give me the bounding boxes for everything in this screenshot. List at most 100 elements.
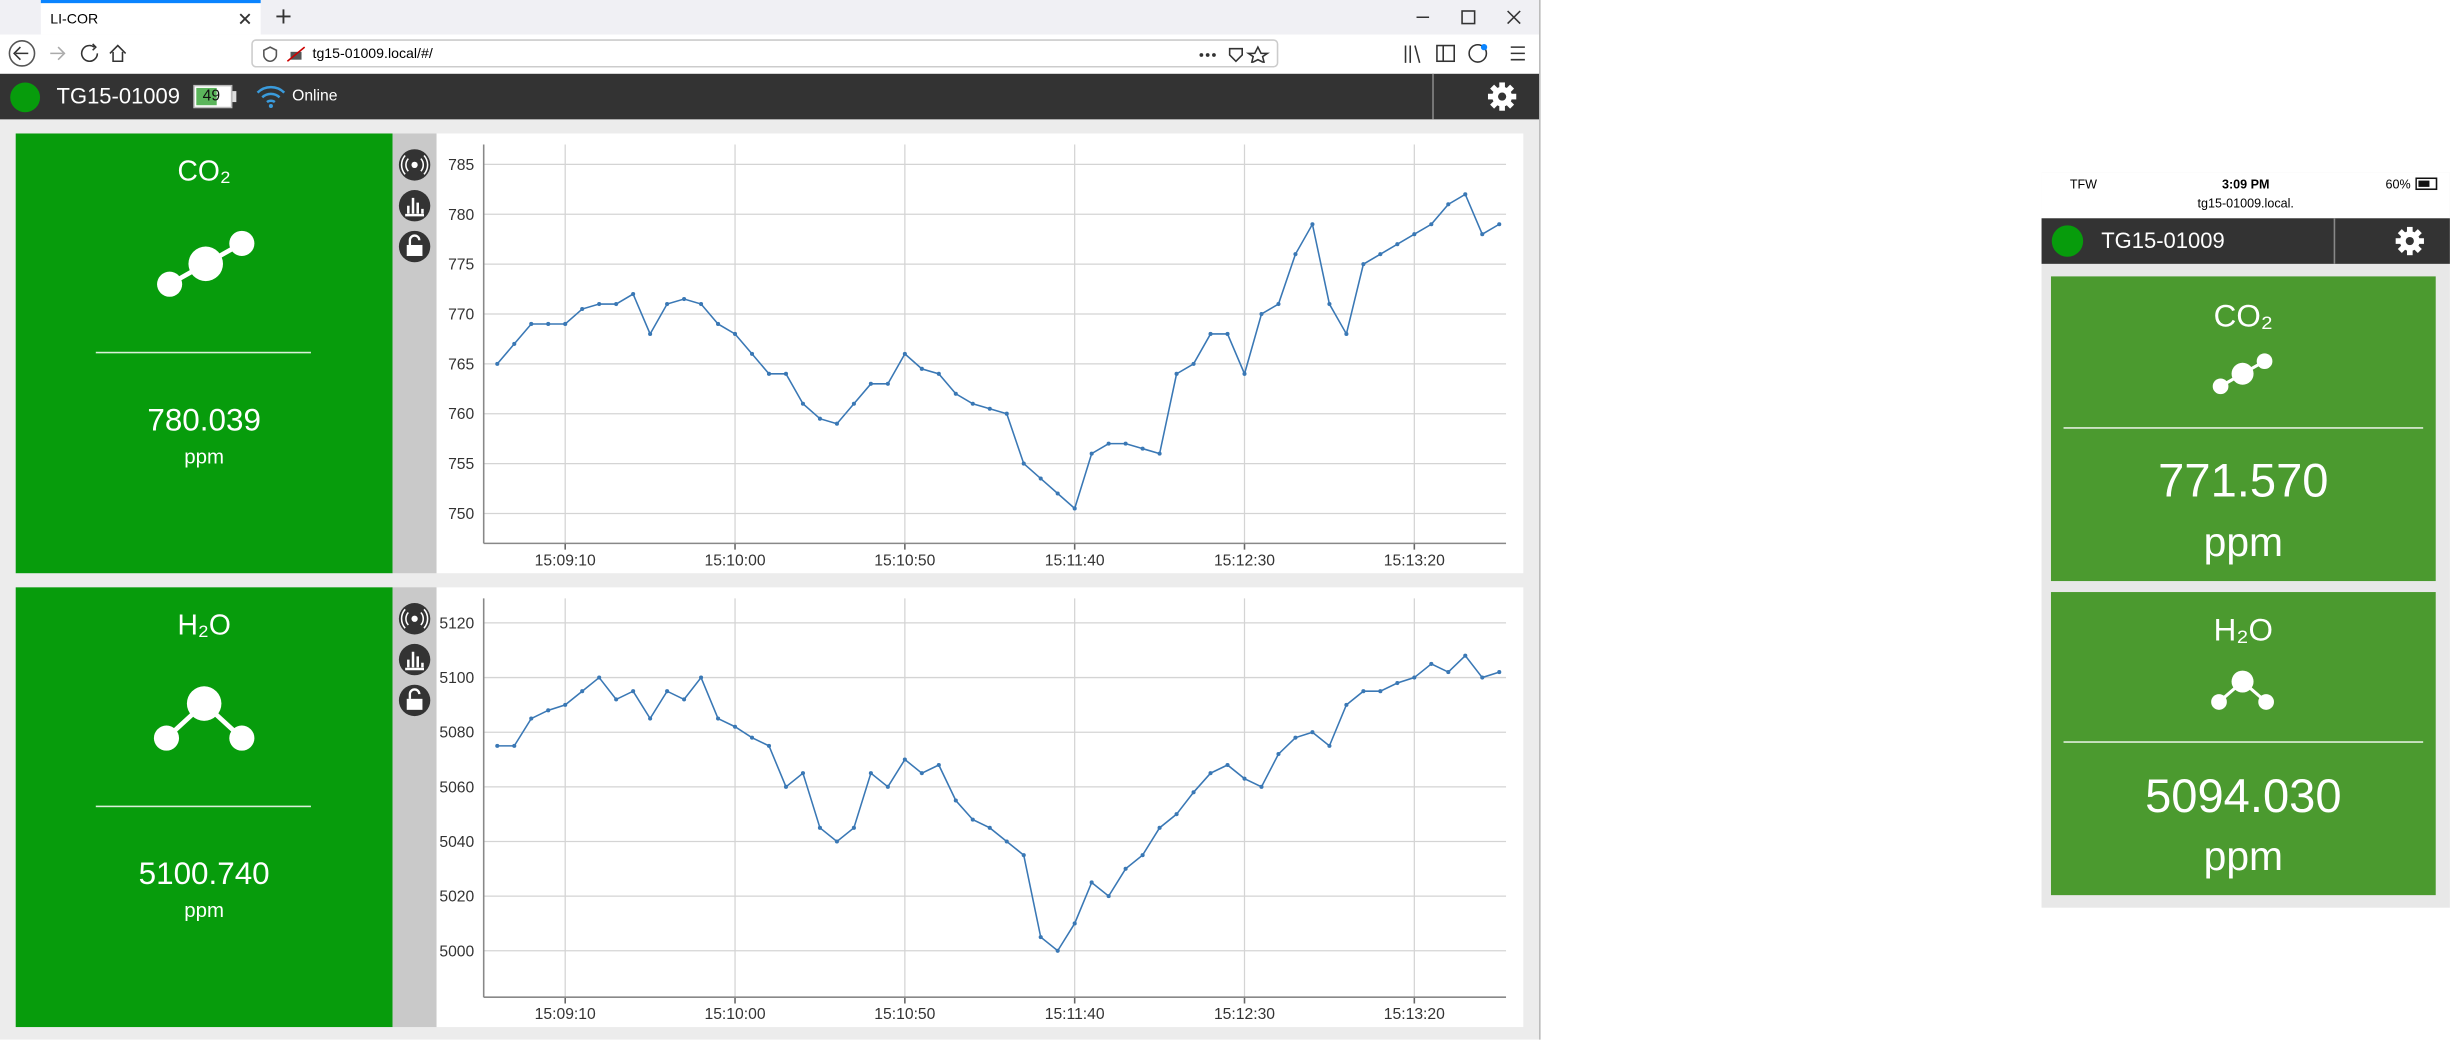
data-point [1123, 866, 1128, 871]
data-point [1072, 506, 1077, 511]
co2-molecule-icon [2212, 353, 2273, 395]
separator [2063, 741, 2424, 743]
data-point [1310, 730, 1315, 735]
data-point [766, 743, 772, 748]
data-point [1361, 689, 1366, 694]
x-tick-label: 15:13:20 [1384, 552, 1445, 569]
settings-button[interactable] [1487, 82, 1517, 112]
data-point [1429, 661, 1434, 666]
data-point [648, 716, 653, 721]
data-point [902, 757, 907, 762]
y-tick-label: 770 [448, 307, 474, 324]
data-point [868, 771, 873, 776]
phone-battery-icon [2415, 177, 2438, 191]
data-point [1361, 262, 1366, 267]
data-point [1310, 222, 1315, 227]
x-tick-label: 15:09:10 [535, 552, 596, 569]
h2o-molecule-icon [2211, 670, 2274, 710]
window-controls[interactable] [1413, 8, 1531, 27]
toolbar-icons[interactable] [1402, 42, 1531, 66]
page-actions[interactable] [1195, 45, 1274, 63]
new-tab[interactable] [275, 8, 292, 25]
nav-buttons[interactable] [6, 38, 132, 69]
data-point [732, 331, 738, 336]
data-point [563, 321, 568, 327]
data-point [682, 297, 687, 302]
x-tick-label: 15:12:30 [1214, 1006, 1275, 1023]
divider [1432, 73, 1434, 120]
data-point [597, 301, 602, 307]
tool-buttons[interactable] [397, 601, 432, 720]
data-point [1293, 735, 1298, 740]
y-tick-label: 755 [448, 456, 474, 473]
data-point [1378, 689, 1383, 694]
data-point [1208, 331, 1213, 336]
data-point [1140, 853, 1145, 858]
data-point [851, 825, 856, 830]
data-point [1463, 192, 1468, 197]
data-point [783, 784, 789, 789]
data-point [716, 716, 721, 721]
data-point [749, 735, 755, 740]
reading-unit: ppm [184, 898, 225, 922]
data-point [953, 391, 958, 396]
data-point [1225, 762, 1230, 768]
data-point [529, 321, 534, 327]
tool-buttons[interactable] [397, 148, 432, 267]
data-point [512, 341, 517, 346]
settings-button[interactable] [2395, 226, 2425, 256]
tab-title: LI-COR [50, 10, 99, 27]
tab[interactable]: LI-COR [40, 0, 261, 35]
data-point [868, 381, 873, 386]
data-point [1106, 894, 1111, 899]
y-tick-label: 5080 [439, 725, 474, 742]
data-point [1072, 921, 1077, 926]
h2o-molecule-icon [153, 686, 255, 751]
data-point [1140, 446, 1145, 451]
data-point [699, 301, 704, 307]
data-point [1089, 451, 1094, 456]
data-point [885, 381, 890, 386]
y-tick-label: 785 [448, 157, 474, 174]
y-tick-label: 5040 [439, 834, 474, 851]
data-point [1174, 371, 1179, 376]
data-point [1395, 680, 1400, 686]
data-point [1344, 702, 1349, 707]
separator [95, 805, 311, 808]
data-point [1038, 935, 1043, 940]
data-point [614, 301, 619, 307]
data-point [902, 351, 907, 356]
data-point [1123, 441, 1128, 446]
data-point [648, 331, 653, 336]
data-point [987, 406, 992, 411]
phone-screenshot: TFW 3:09 PM 60% tg15-01009.local. TG15-0… [2041, 172, 2450, 908]
data-point [1106, 441, 1111, 446]
data-point [1446, 202, 1451, 207]
y-tick-label: 5060 [439, 779, 474, 796]
data-point [1157, 451, 1162, 456]
url-bar[interactable]: tg15-01009.local/#/ [251, 39, 1279, 68]
app-header: TG15-01009 49 Online [0, 73, 1540, 120]
data-point [580, 306, 585, 312]
data-point [834, 421, 839, 426]
phone-card: CO₂ 771.570 ppm [2050, 276, 2436, 582]
data-point [614, 697, 619, 702]
y-tick-label: 765 [448, 356, 474, 373]
data-point [495, 743, 500, 748]
status-dot [10, 82, 41, 113]
y-tick-label: 775 [448, 257, 474, 274]
y-tick-label: 5100 [439, 670, 474, 687]
data-point [546, 321, 551, 327]
data-point [1497, 670, 1502, 675]
data-point [1174, 812, 1179, 817]
data-point [970, 817, 975, 822]
close-tab[interactable] [239, 13, 252, 26]
phone-card: H₂O 5094.030 ppm [2050, 592, 2436, 896]
data-point [495, 361, 500, 366]
data-point [580, 689, 585, 694]
gas-card: CO₂ 780.039 ppm [15, 133, 393, 574]
h2o-chart: 5000 5020 5040 5060 5080 5100 5120 15:09:10 15:1… [436, 587, 1524, 1028]
gas-name: CO₂ [177, 155, 231, 187]
data-point [1259, 784, 1264, 789]
